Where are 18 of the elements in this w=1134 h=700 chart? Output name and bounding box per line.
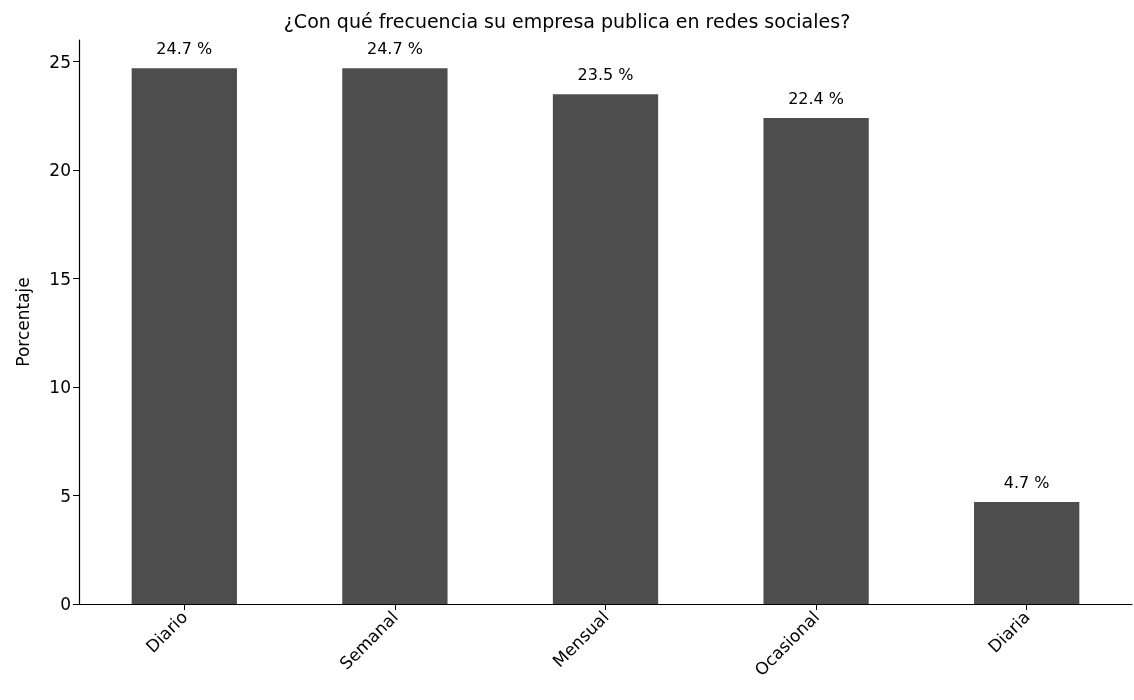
data-label: 24.7 %: [156, 38, 213, 58]
data-label: 23.5 %: [577, 64, 634, 84]
chart-title: ¿Con qué frecuencia su empresa publica en redes sociales?: [283, 9, 851, 32]
y-tick-label: 25: [49, 51, 71, 72]
bar: [552, 94, 659, 604]
y-axis-title: Porcentaje: [12, 277, 33, 367]
y-tick-label: 15: [49, 268, 71, 289]
y-tick-label: 5: [60, 485, 71, 506]
bar: [974, 502, 1080, 604]
data-label: 24.7 %: [366, 38, 423, 58]
data-label: 4.7 %: [1003, 472, 1050, 492]
y-tick-label: 20: [49, 160, 71, 181]
data-label: 22.4 %: [788, 88, 845, 108]
bar: [131, 68, 237, 604]
bar: [342, 68, 448, 604]
y-tick-label: 10: [49, 377, 71, 398]
y-tick-label: 0: [60, 594, 71, 614]
bar: [763, 118, 869, 604]
